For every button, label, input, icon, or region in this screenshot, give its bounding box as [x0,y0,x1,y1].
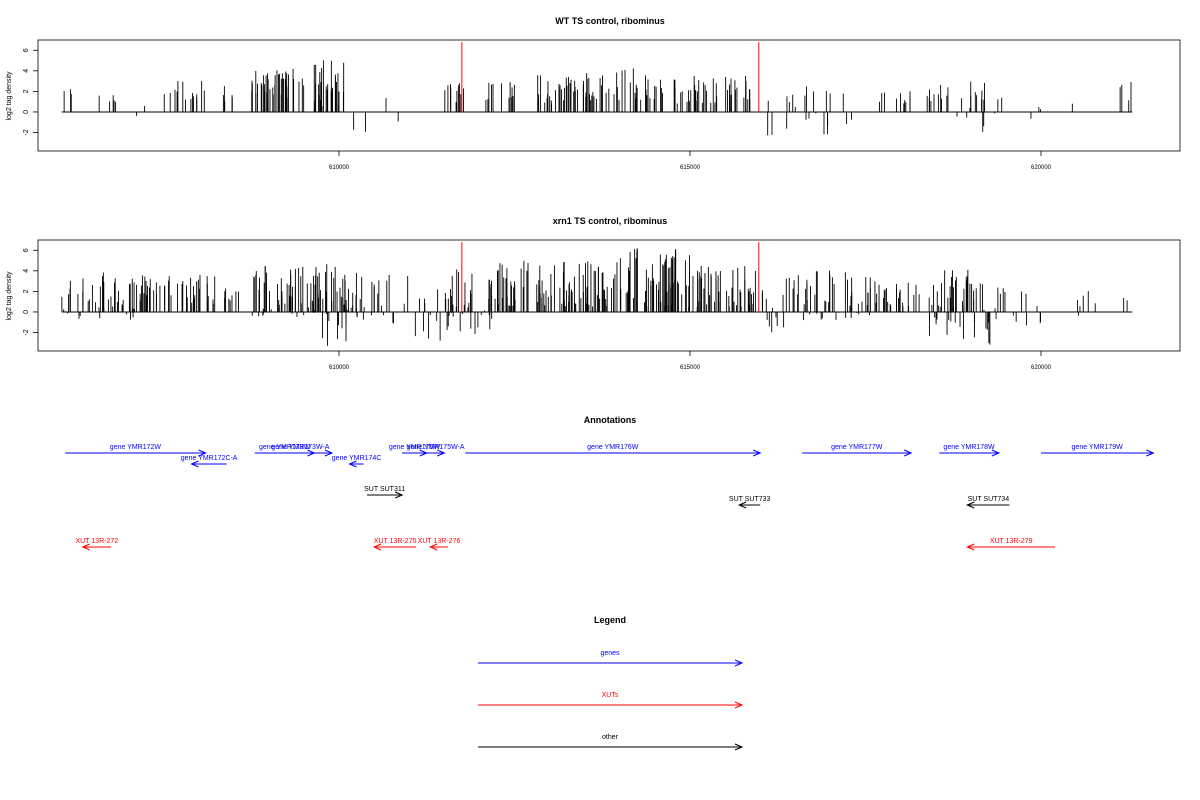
x-tick-label: 615000 [680,165,701,171]
legend-title: Legend [594,615,626,625]
xut-arrow [966,543,1056,551]
gene-arrow [268,449,334,457]
x-tick-label: 610000 [329,365,350,371]
gene-label: gene YMR179W [1072,444,1124,451]
xut-arrow [372,543,417,551]
panel-xrn1-x-axis: 610000 615000 620000 [329,351,1052,371]
gene-arrow [426,449,446,457]
y-tick-label: 0 [23,310,30,314]
gene-arrow [802,449,913,457]
gene-label: gene YMR174C [332,455,382,462]
gene-arrow [348,460,364,468]
legend-label: other [602,734,619,741]
gene-arrow [190,460,227,468]
legend: Legend genes XUTs other [478,615,744,751]
y-tick-label: 6 [23,48,30,52]
xut-label: XUT 13R-272 [75,538,118,545]
gene-label: gene YMR176W [587,444,639,451]
y-tick-label: 6 [23,248,30,252]
xut-label: XUT 13R-279 [990,538,1033,545]
xut-label: XUT 13R-276 [418,538,461,545]
panel-wt-ylabel: log2 tag density [6,71,13,121]
y-tick-label: 4 [23,269,30,273]
other-label: SUT SUT734 [968,496,1010,503]
panel-wt-x-axis: 610000 615000 620000 [329,151,1052,171]
y-tick-label: 0 [23,110,30,114]
y-tick-label: -2 [23,129,30,135]
legend-label: genes [600,650,620,657]
y-tick-label: -2 [23,329,30,335]
gene-arrow [1041,449,1155,457]
other-label: SUT SUT733 [729,496,771,503]
y-tick-label: 2 [23,289,30,293]
panel-xrn1-ylabel: log2 tag density [6,271,13,321]
gene-label: gene YMR173W [259,444,311,451]
gene-label: gene YMR173W-A [271,444,329,451]
other-arrow [367,491,404,499]
panel-wt-plot-frame [37,39,1181,152]
gene-label: gene YMR178W [943,444,995,451]
gene-label: gene YMR172W [110,444,162,451]
panel-wt-y-axis: -2 0 2 4 6 [23,48,38,136]
legend-arrow [478,659,744,667]
gene-arrow [939,449,1001,457]
panel-xrn1-bars [61,242,1133,346]
gene-label: gene YMR175W [389,444,441,451]
y-tick-label: 2 [23,89,30,93]
other-arrow [737,501,761,509]
annotations-title: Annotations [584,415,637,425]
panel-xrn1-plot-frame [37,239,1181,352]
panel-xrn1-title: xrn1 TS control, ribominus [553,216,668,226]
gene-arrow [65,449,207,457]
panel-xrn1-y-axis: -2 0 2 4 6 [23,248,38,336]
other-arrow [966,501,1010,509]
xut-arrow [81,543,111,551]
legend-arrow [478,701,744,709]
x-tick-label: 620000 [1031,165,1052,171]
xut-arrow [428,543,448,551]
panel-xrn1: xrn1 TS control, ribominus log2 tag dens… [6,216,1181,371]
legend-items: genes XUTs other [478,650,744,751]
gene-label: gene YMR177W [831,444,883,451]
gene-label: gene YMR172C-A [181,455,238,462]
gene-label: gene YMR175W-A [406,444,464,451]
panel-wt-title: WT TS control, ribominus [555,16,665,26]
xut-label: XUT 13R-275 [374,538,417,545]
y-tick-label: 4 [23,69,30,73]
other-label: SUT SUT311 [364,486,405,493]
gene-arrow [465,449,762,457]
panel-wt: WT TS control, ribominus log2 tag densit… [6,16,1181,171]
legend-arrow [478,743,744,751]
annotations: Annotations gene YMR172W gene YMR172C-A ge… [65,415,1155,551]
x-tick-label: 620000 [1031,365,1052,371]
x-tick-label: 610000 [329,165,350,171]
legend-label: XUTs [602,692,619,699]
panel-wt-bars [61,42,1133,136]
x-tick-label: 615000 [680,365,701,371]
